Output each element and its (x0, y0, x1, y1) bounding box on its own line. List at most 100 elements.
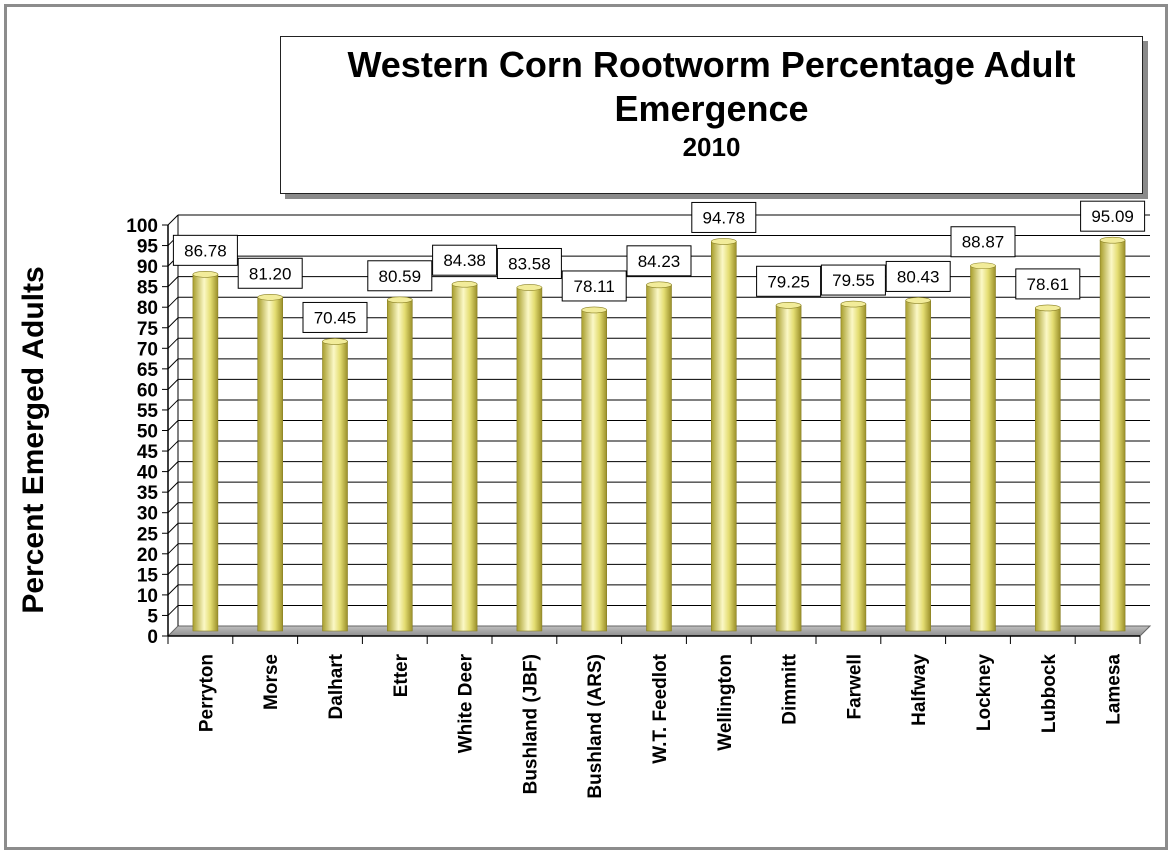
data-label-box (626, 245, 692, 277)
y-tick-label: 75 (137, 319, 159, 340)
data-label-box (1015, 268, 1081, 300)
y-tick-label: 35 (137, 483, 159, 504)
y-tick-label: 0 (147, 627, 158, 648)
bar-cap (386, 296, 413, 304)
y-tick-label: 15 (137, 565, 159, 586)
bar-wellington (710, 241, 737, 632)
data-label: 95.09 (1091, 207, 1134, 226)
y-tick-label: 70 (137, 339, 158, 360)
y-tick-label: 45 (137, 442, 159, 463)
data-label-box (172, 234, 238, 266)
bar-cap (516, 284, 543, 291)
y-tick-label: 50 (137, 422, 158, 443)
data-label: 86.78 (184, 241, 227, 260)
bar-cap (192, 271, 219, 278)
y-tick-label: 90 (137, 257, 158, 278)
data-label-box (950, 226, 1016, 258)
x-tick-label: Lubbock (1039, 654, 1060, 734)
x-tick-label: Wellington (715, 654, 736, 751)
x-tick-label: Morse (261, 654, 282, 710)
bar-morse (257, 296, 284, 632)
data-label-box (885, 260, 951, 292)
bar-bushland-jbf (516, 287, 543, 632)
gridline-side (167, 563, 179, 575)
bar-cap (257, 293, 284, 301)
gridline-side (167, 358, 179, 370)
data-labels: 86.78 81.20 70.45 80.59 84.38 83.58 78.11 84.23… (172, 200, 1146, 333)
x-tick-label: Halfway (909, 654, 930, 726)
bar-cap (581, 306, 608, 314)
x-tick-label: Farwell (844, 654, 865, 719)
y-tick-label: 30 (137, 504, 158, 525)
y-tick-label: 65 (137, 360, 159, 381)
gridline-side (167, 605, 179, 616)
data-label: 79.55 (832, 271, 875, 290)
gridline-side (167, 296, 179, 308)
y-tick-label: 5 (147, 606, 158, 627)
data-label-box (367, 260, 433, 292)
data-label: 84.38 (443, 251, 486, 270)
gridline-side (167, 337, 179, 349)
bar-farwell (840, 303, 867, 632)
axes (162, 215, 1152, 644)
bar-lamesa (1099, 239, 1126, 632)
gridline-side (167, 440, 179, 452)
bar-cap (970, 262, 996, 270)
data-label-box (432, 244, 498, 276)
bar-white-deer (451, 283, 478, 632)
y-tick-label: 10 (137, 586, 158, 607)
y-tick-label: 95 (137, 237, 159, 258)
bar-cap (1099, 236, 1126, 244)
gridline-side (167, 317, 179, 329)
data-label-box (561, 270, 627, 302)
data-label-box (691, 201, 757, 233)
data-label: 78.11 (574, 277, 615, 296)
y-tick-label: 100 (126, 216, 158, 237)
chart-title: Western Corn Rootworm Percentage Adult E… (347, 44, 1076, 129)
gridline-side (167, 214, 179, 226)
data-label-box (496, 247, 562, 279)
x-tick-label: Etter (391, 653, 412, 697)
x-tick-label: Lockney (974, 654, 995, 732)
gridline-side (167, 379, 179, 390)
data-label: 81.20 (249, 264, 292, 283)
data-label: 79.25 (767, 272, 810, 291)
gridline-side (167, 399, 179, 411)
bar-cap (1035, 304, 1061, 312)
gridline-side (167, 276, 179, 288)
bar-dimmitt (775, 304, 802, 632)
x-tick-label: Bushland (JBF) (520, 654, 541, 794)
chart-subtitle: 2010 (682, 132, 741, 162)
bar-halfway (905, 300, 932, 632)
bar-bushland-ars (581, 309, 608, 632)
chart-title-box: Western Corn Rootworm Percentage Adult E… (280, 36, 1143, 194)
data-label: 78.61 (1027, 275, 1070, 294)
x-tick-label: W.T. Feedlot (650, 653, 671, 763)
data-label: 94.78 (703, 208, 746, 227)
data-label: 70.45 (314, 308, 357, 327)
data-label-box (237, 257, 303, 289)
gridline-side (167, 584, 179, 596)
data-label: 80.59 (379, 267, 422, 286)
y-tick-label: 25 (137, 524, 159, 545)
bar-cap (840, 300, 867, 308)
bar-w-t-feedlot (646, 284, 672, 632)
bar-perryton (192, 274, 219, 632)
x-tick-label: White Deer (456, 653, 477, 753)
bar-cap (322, 338, 348, 345)
bar-cap (905, 297, 932, 304)
x-tick-label: Dimmitt (780, 653, 801, 724)
bar-etter (386, 299, 413, 632)
gridline-side (167, 461, 179, 472)
y-tick-label: 85 (137, 278, 159, 299)
bar-cap (775, 301, 802, 309)
bar-lubbock (1035, 307, 1061, 632)
bars (192, 236, 1126, 632)
data-label: 88.87 (962, 233, 1005, 252)
gridline-side (167, 420, 179, 431)
y-tick-label: 60 (137, 380, 158, 401)
x-tick-label: Lamesa (1104, 654, 1125, 725)
y-tick-label: 55 (137, 401, 159, 422)
y-tick-label: 80 (137, 298, 158, 319)
bar-cap (451, 280, 478, 288)
